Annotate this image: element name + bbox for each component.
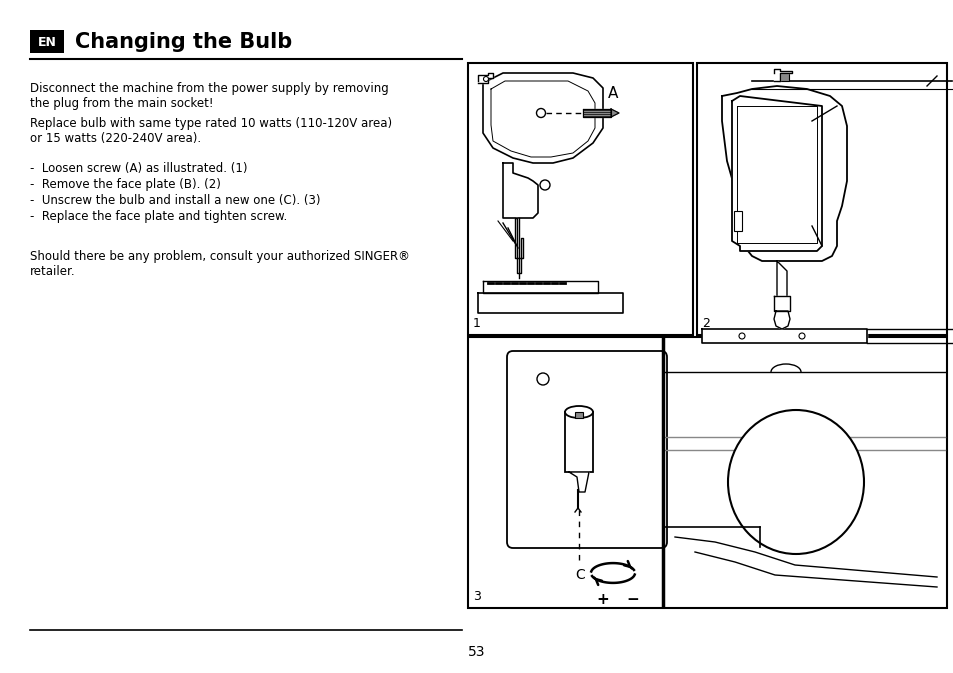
Text: -  Replace the face plate and tighten screw.: - Replace the face plate and tighten scr… [30,210,287,223]
Polygon shape [731,96,821,251]
Text: retailer.: retailer. [30,265,75,278]
Text: Disconnect the machine from the power supply by removing: Disconnect the machine from the power su… [30,82,388,95]
Text: -  Remove the face plate (B). (2): - Remove the face plate (B). (2) [30,178,221,191]
Text: EN: EN [37,36,56,48]
Polygon shape [502,163,537,218]
FancyBboxPatch shape [506,351,666,548]
Text: Changing the Bulb: Changing the Bulb [75,32,292,52]
Text: 53: 53 [468,645,485,659]
Polygon shape [482,73,602,163]
Text: or 15 watts (220-240V area).: or 15 watts (220-240V area). [30,132,201,145]
Polygon shape [701,329,866,343]
Bar [776,73,788,81]
Text: 1: 1 [473,317,480,330]
Polygon shape [582,109,610,117]
Polygon shape [776,261,786,301]
Circle shape [536,108,545,118]
Bar [697,63,946,335]
Text: Replace bulb with same type rated 10 watts (110-120V area): Replace bulb with same type rated 10 wat… [30,117,392,130]
Bar [468,63,692,335]
Circle shape [539,180,550,190]
Circle shape [739,333,744,339]
Text: −: − [626,592,639,608]
Polygon shape [482,281,598,293]
Text: 2: 2 [701,317,709,330]
Polygon shape [610,109,618,117]
Bar [575,412,582,418]
Polygon shape [568,472,588,492]
Polygon shape [477,73,493,83]
Text: C: C [575,568,584,582]
Polygon shape [721,86,846,261]
Circle shape [537,373,548,385]
Ellipse shape [727,410,863,554]
Text: 3: 3 [473,590,480,603]
Text: the plug from the main socket!: the plug from the main socket! [30,97,213,110]
Bar [564,412,593,472]
Text: -  Unscrew the bulb and install a new one (C). (3): - Unscrew the bulb and install a new one… [30,194,320,207]
Text: +: + [596,592,609,608]
Text: B: B [760,162,772,180]
Polygon shape [477,293,622,313]
Text: A: A [607,85,618,100]
Polygon shape [773,311,789,329]
Ellipse shape [564,406,593,418]
Circle shape [483,77,488,81]
Bar [30,30,64,53]
Circle shape [799,333,804,339]
Bar [733,211,741,231]
Polygon shape [773,296,789,311]
Text: Should there be any problem, consult your authorized SINGER®: Should there be any problem, consult you… [30,250,410,263]
Bar [468,337,946,608]
Polygon shape [773,69,791,81]
Polygon shape [515,218,522,273]
Text: -  Loosen screw (A) as illustrated. (1): - Loosen screw (A) as illustrated. (1) [30,162,247,175]
